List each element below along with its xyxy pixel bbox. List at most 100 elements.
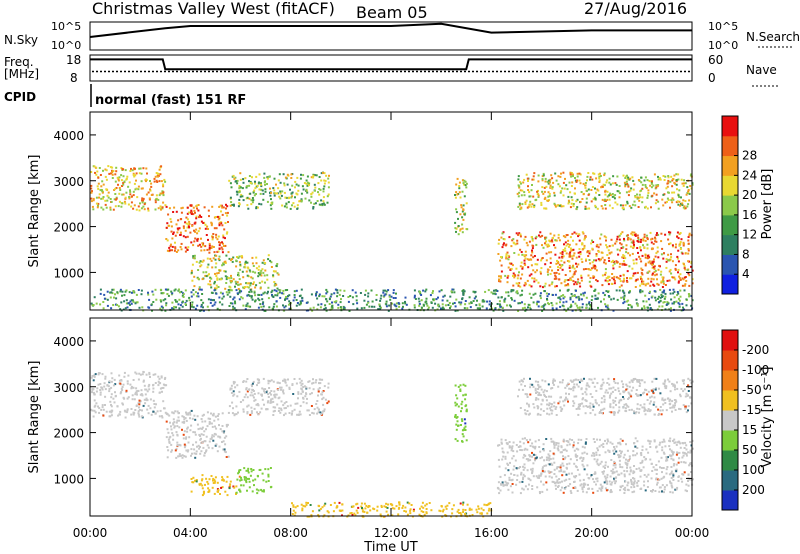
data-cell [521, 203, 524, 206]
data-cell [141, 197, 144, 200]
data-cell [606, 480, 608, 483]
data-cell [543, 198, 546, 200]
data-cell [543, 186, 546, 189]
data-cell [514, 274, 517, 277]
data-cell [244, 263, 246, 266]
data-cell [456, 403, 458, 406]
data-cell [347, 296, 350, 298]
data-cell [99, 292, 102, 295]
data-cell [122, 175, 125, 178]
data-cell [609, 194, 612, 196]
data-cell [260, 305, 263, 308]
data-cell [541, 305, 544, 308]
data-cell [323, 172, 326, 175]
data-cell [555, 277, 558, 280]
data-cell [691, 299, 694, 302]
data-cell [134, 393, 137, 396]
data-cell [597, 306, 599, 309]
data-cell [254, 286, 257, 289]
data-cell [579, 200, 582, 203]
data-cell [647, 255, 649, 257]
data-cell [613, 279, 616, 282]
data-cell [541, 257, 544, 259]
data-cell [268, 380, 270, 382]
data-cell [317, 411, 320, 414]
data-cell [624, 489, 627, 492]
data-cell [214, 476, 217, 479]
data-cell [228, 305, 231, 307]
data-cell [388, 294, 391, 297]
data-cell [661, 198, 664, 201]
data-cell [168, 440, 171, 443]
data-cell [541, 244, 543, 247]
data-cell [241, 270, 244, 273]
data-cell [636, 247, 639, 249]
data-cell [584, 442, 587, 445]
data-cell [102, 301, 105, 303]
data-cell [282, 404, 285, 407]
data-cell [132, 290, 135, 293]
data-cell [208, 242, 211, 245]
data-cell [568, 443, 571, 446]
data-cell [519, 189, 522, 192]
data-cell [535, 243, 538, 246]
data-cell [317, 303, 320, 306]
data-cell [252, 199, 255, 202]
data-cell [265, 391, 268, 394]
data-cell [218, 247, 221, 250]
data-cell [596, 458, 599, 461]
data-cell [300, 387, 303, 390]
data-cell [550, 476, 553, 479]
data-cell [564, 487, 567, 490]
data-cell [662, 257, 665, 260]
data-cell [283, 184, 286, 187]
data-cell [292, 202, 295, 205]
data-cell [605, 181, 608, 184]
data-cell [630, 277, 633, 280]
data-cell [98, 196, 100, 199]
data-cell [195, 260, 198, 263]
data-cell [636, 452, 638, 455]
data-cell [322, 396, 325, 399]
velocity-heatmap [90, 370, 694, 518]
data-cell [220, 210, 222, 213]
data-cell [579, 253, 582, 256]
data-cell [558, 272, 561, 275]
data-cell [108, 410, 111, 413]
data-cell [555, 467, 558, 470]
data-cell [685, 279, 688, 282]
data-cell [236, 193, 239, 196]
velocity-region [496, 437, 694, 495]
data-cell [517, 253, 520, 256]
data-cell [569, 236, 572, 239]
data-cell [576, 468, 579, 471]
data-cell [688, 234, 691, 237]
data-cell [204, 223, 207, 226]
data-cell [610, 483, 613, 486]
data-cell [264, 310, 267, 312]
data-cell [659, 288, 662, 291]
data-cell [490, 291, 493, 294]
data-cell [682, 206, 685, 209]
data-cell [246, 285, 249, 288]
data-cell [546, 456, 549, 459]
data-cell [276, 403, 279, 406]
data-cell [214, 287, 216, 290]
data-cell [200, 264, 203, 267]
data-cell [559, 266, 562, 269]
data-cell [336, 291, 339, 294]
data-cell [219, 428, 222, 431]
data-cell [92, 304, 95, 306]
data-cell [270, 291, 273, 294]
data-cell [672, 451, 675, 454]
data-cell [310, 176, 313, 179]
data-cell [673, 191, 676, 194]
data-cell [227, 289, 230, 291]
data-cell [669, 231, 672, 234]
data-cell [110, 403, 112, 406]
data-cell [462, 289, 465, 292]
data-cell [588, 477, 591, 480]
data-cell [305, 179, 308, 182]
data-cell [461, 297, 464, 300]
data-cell [220, 278, 223, 281]
